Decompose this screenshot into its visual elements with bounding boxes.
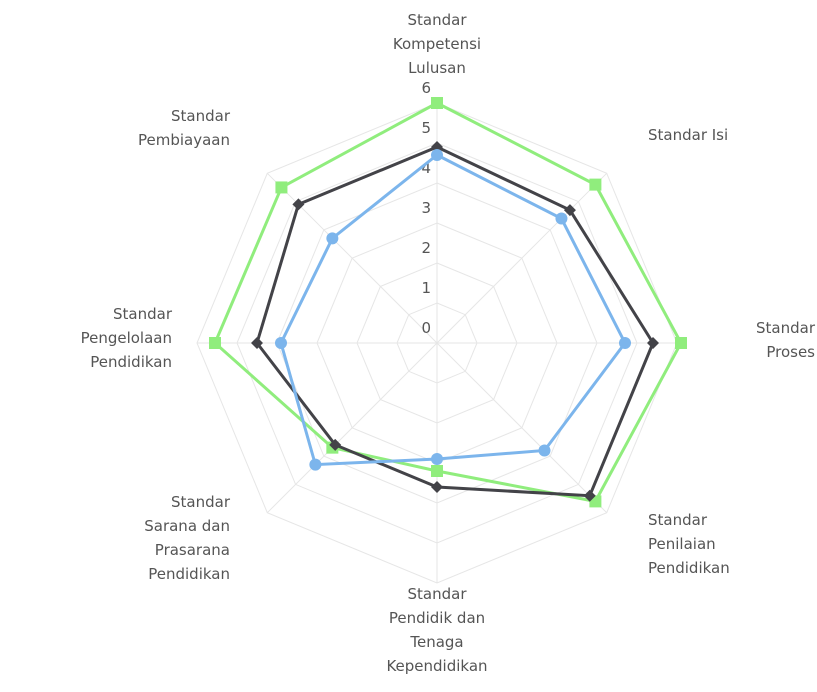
marker <box>431 481 443 493</box>
marker <box>555 212 568 225</box>
marker <box>431 453 443 465</box>
marker <box>431 465 443 477</box>
marker <box>326 232 339 245</box>
axis-line <box>436 342 608 514</box>
marker <box>431 97 443 109</box>
marker <box>675 337 687 349</box>
marker <box>329 438 342 451</box>
category-label: Standar Kompetensi Lulusan <box>392 11 482 77</box>
marker <box>563 204 576 217</box>
y-tick-label: 3 <box>421 199 431 217</box>
marker <box>647 337 659 349</box>
marker <box>619 337 631 349</box>
series-line <box>255 145 655 498</box>
category-label: Standar Penilaian Pendidikan <box>648 511 730 577</box>
marker <box>275 337 287 349</box>
y-tick-label: 6 <box>421 79 431 97</box>
y-tick-label: 2 <box>421 239 431 257</box>
marker <box>275 181 288 194</box>
marker <box>292 198 305 211</box>
y-tick-label: 4 <box>421 159 431 177</box>
y-tick-label: 5 <box>421 119 431 137</box>
marker <box>589 178 602 191</box>
category-label: Standar Pengelolaan Pendidikan <box>80 305 172 371</box>
marker <box>251 337 263 349</box>
marker <box>583 489 596 502</box>
axis-line <box>266 342 438 514</box>
category-label: Standar Isi <box>648 126 729 144</box>
axis-line <box>436 172 608 344</box>
marker <box>538 444 551 457</box>
marker <box>209 337 221 349</box>
category-label: Standar Sarana dan Prasarana Pendidikan <box>144 493 230 583</box>
y-tick-label: 1 <box>421 279 431 297</box>
marker <box>431 149 443 161</box>
marker <box>309 458 322 471</box>
category-label: Standar Proses <box>756 319 815 361</box>
category-label: Standar Pembiayaan <box>138 107 230 149</box>
y-tick-label: 0 <box>421 319 431 337</box>
category-label: Standar Pendidik dan Tenaga Kependidikan <box>386 585 488 675</box>
